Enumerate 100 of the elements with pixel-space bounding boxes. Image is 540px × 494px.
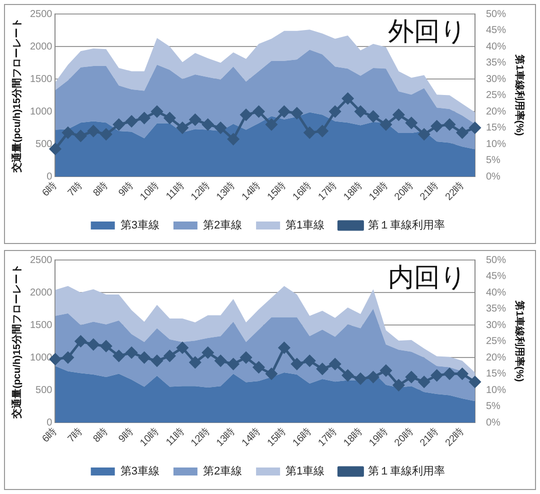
x-tick-label: 15時 xyxy=(264,179,288,203)
point xyxy=(444,118,456,130)
x-tick-label: 17時 xyxy=(316,425,340,449)
y2-tick-label: 10% xyxy=(486,384,506,396)
point xyxy=(253,362,265,374)
point xyxy=(278,342,290,354)
legend-label: 第1車線 xyxy=(286,218,325,232)
y-tick-label: 500 xyxy=(36,384,53,396)
y2-axis-title: 第1車線利用率(%) xyxy=(513,54,526,136)
x-tick-label: 22時 xyxy=(442,179,466,203)
point xyxy=(469,122,481,134)
y2-tick-label: 25% xyxy=(486,90,506,102)
point xyxy=(126,116,138,128)
point xyxy=(100,340,112,352)
x-tick-label: 7時 xyxy=(65,179,85,199)
point xyxy=(342,92,354,104)
x-tick-label: 15時 xyxy=(264,425,288,449)
point xyxy=(418,128,430,140)
y-tick-label: 2500 xyxy=(30,254,53,266)
point xyxy=(214,122,226,134)
x-tick-label: 14時 xyxy=(239,179,263,203)
point xyxy=(253,106,265,118)
point xyxy=(151,106,163,118)
point xyxy=(456,368,468,380)
point xyxy=(240,109,252,121)
point xyxy=(342,370,354,382)
point xyxy=(214,355,226,367)
point xyxy=(367,110,379,122)
point xyxy=(380,364,392,376)
y-tick-label: 2500 xyxy=(30,8,53,20)
y-tick-label: 500 xyxy=(36,138,53,150)
point xyxy=(138,352,150,364)
y2-tick-label: 35% xyxy=(486,304,506,315)
y2-tick-label: 5% xyxy=(486,155,501,166)
y-tick-label: 2000 xyxy=(30,287,53,298)
y2-tick-label: 30% xyxy=(486,320,506,331)
y2-tick-label: 40% xyxy=(486,287,506,298)
y2-tick-label: 25% xyxy=(486,336,506,348)
point xyxy=(367,371,379,383)
y2-tick-label: 20% xyxy=(486,352,506,364)
y2-tick-label: 35% xyxy=(486,58,506,69)
point xyxy=(316,363,328,375)
point xyxy=(202,346,214,358)
x-tick-label: 7時 xyxy=(65,425,85,445)
point xyxy=(113,118,125,130)
x-tick-label: 12時 xyxy=(188,179,212,203)
point xyxy=(62,126,74,138)
x-tick-label: 18時 xyxy=(341,425,365,449)
x-tick-label: 11時 xyxy=(164,179,187,202)
point xyxy=(354,372,366,384)
point xyxy=(418,376,430,388)
point xyxy=(164,112,176,124)
x-tick-label: 11時 xyxy=(164,425,187,448)
x-tick-label: 10時 xyxy=(138,425,162,449)
x-tick-label: 9時 xyxy=(116,425,136,445)
x-tick-label: 13時 xyxy=(214,179,238,203)
point xyxy=(189,114,201,126)
point xyxy=(176,122,188,134)
point xyxy=(228,133,240,145)
x-tick-label: 9時 xyxy=(116,179,136,199)
y-tick-label: 1500 xyxy=(30,74,53,85)
point xyxy=(431,370,443,382)
y-axis-title: 交通量(pcu/h)15分間フローレート xyxy=(10,264,23,420)
x-tick-label: 21時 xyxy=(417,179,441,203)
x-tick-label: 12時 xyxy=(188,425,212,449)
y2-tick-label: 5% xyxy=(486,401,501,412)
point xyxy=(469,376,481,388)
x-tick-label: 17時 xyxy=(316,179,340,203)
chart-title: 外回り xyxy=(388,16,467,47)
point xyxy=(329,358,341,370)
point xyxy=(74,336,86,348)
point xyxy=(291,358,303,370)
point xyxy=(176,342,188,354)
y2-tick-label: 20% xyxy=(486,106,506,118)
x-tick-label: 21時 xyxy=(417,425,441,449)
point xyxy=(164,350,176,362)
x-tick-label: 19時 xyxy=(366,425,390,449)
y-tick-label: 1500 xyxy=(30,320,53,331)
y2-tick-label: 0% xyxy=(486,417,501,428)
point xyxy=(100,128,112,140)
y-tick-label: 1000 xyxy=(30,106,53,118)
point xyxy=(278,106,290,118)
point xyxy=(380,118,392,130)
point xyxy=(74,130,86,142)
x-tick-label: 14時 xyxy=(239,425,263,449)
point xyxy=(329,106,341,118)
point xyxy=(151,355,163,367)
x-tick-label: 19時 xyxy=(366,179,390,203)
legend-label: 第１車線利用率 xyxy=(368,218,446,232)
y-tick-label: 2000 xyxy=(30,41,53,52)
y2-tick-label: 10% xyxy=(486,138,506,150)
y2-axis-title: 第1車線利用率(%) xyxy=(513,300,526,382)
point xyxy=(126,346,138,358)
legend-label: 第2車線 xyxy=(202,464,242,478)
point xyxy=(88,125,100,137)
y2-tick-label: 50% xyxy=(486,8,506,20)
point xyxy=(392,109,404,121)
x-tick-label: 10時 xyxy=(138,179,162,203)
point xyxy=(88,338,100,350)
legend-label: 第3車線 xyxy=(120,218,160,232)
